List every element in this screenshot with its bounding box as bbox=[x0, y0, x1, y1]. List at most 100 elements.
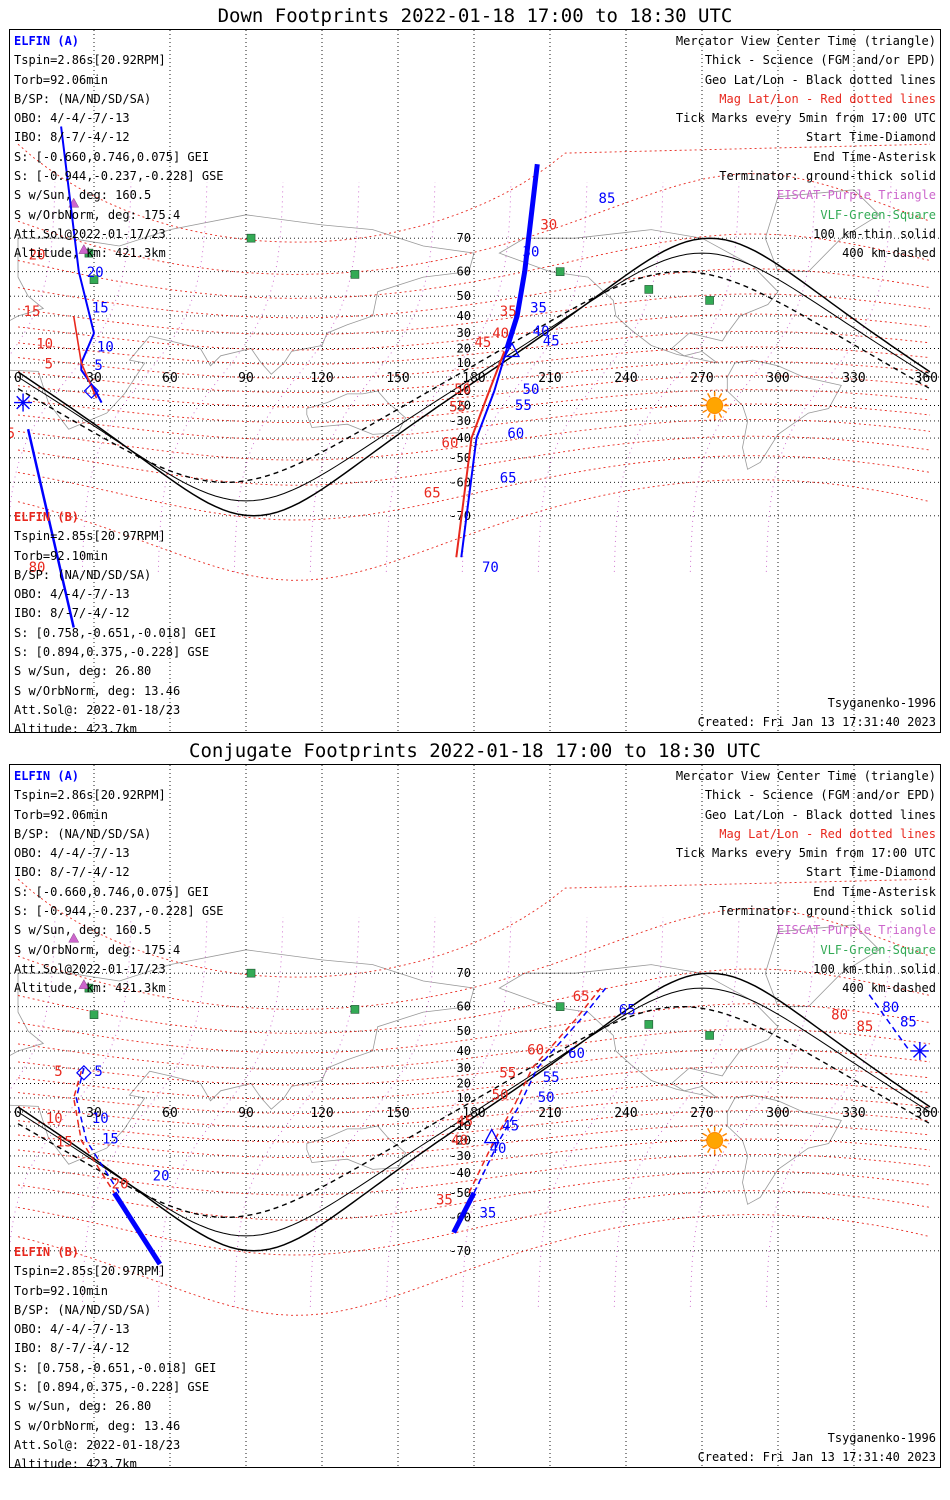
lon-tick-label: 150 bbox=[386, 1106, 409, 1121]
elfin-a-line: OBO: 4/-4/-7/-13 bbox=[14, 846, 130, 861]
continent-outline bbox=[764, 189, 880, 272]
elfin-b-title: ELFIN (B) bbox=[14, 510, 80, 524]
continent-outline bbox=[726, 359, 842, 470]
vlf-square-icon bbox=[246, 968, 256, 978]
elfin-b-tick-label: 60 bbox=[442, 436, 459, 452]
elfin-tracks bbox=[72, 987, 911, 1266]
elfin-a-tick-label: 65 bbox=[619, 1003, 636, 1019]
elfin-a-tick-label: 55 bbox=[543, 1070, 560, 1086]
lat-tick-label: 20 bbox=[457, 341, 471, 355]
elfin-a-tick-label: 10 bbox=[97, 339, 114, 355]
elfin-a-track bbox=[460, 348, 508, 558]
elfin-b-tick-label: 10 bbox=[36, 336, 53, 352]
elfin-a-line: Altitude, km: 421.3km bbox=[14, 981, 166, 996]
mag-lon-curve bbox=[81, 917, 208, 1307]
model-label: Tsyganenko-1996 bbox=[827, 696, 936, 710]
elfin-b-track bbox=[72, 315, 98, 399]
map-panel-conjugate: 0 30 60 90 120 150 180 210 240 270 300 330 360 70 60 50… bbox=[9, 764, 941, 1468]
lat-tick-label: -30 bbox=[449, 414, 471, 428]
elfin-b-tick-label: 40 bbox=[492, 326, 509, 342]
vlf-square-icon bbox=[350, 1005, 360, 1014]
continent-outline bbox=[10, 949, 475, 1165]
lon-tick-label: 90 bbox=[238, 371, 254, 386]
elfin-a-track bbox=[868, 994, 911, 1052]
elfin-a-track-science bbox=[451, 1191, 477, 1234]
mag-lon-curve bbox=[689, 182, 816, 572]
elfin-a-line: IBO: 8/-7/-4/-12 bbox=[14, 130, 130, 145]
elfin-a-track bbox=[75, 1067, 120, 1194]
sun-ray bbox=[718, 1128, 723, 1134]
mag-lon-curve bbox=[10, 182, 132, 512]
start-diamond-icon bbox=[76, 1064, 92, 1081]
legend-entry: Mercator View Center Time (triangle) bbox=[675, 769, 936, 783]
lon-tick-label: 300 bbox=[766, 371, 789, 386]
continent-outline bbox=[306, 390, 407, 435]
legend-entry: Tick Marks every 5min from 17:00 UTC bbox=[675, 846, 936, 861]
elfin-a-line: Tspin=2.86s[20.92RPM] bbox=[14, 53, 166, 68]
elfin-b-line: Altitude: 423.7km bbox=[14, 1457, 137, 1468]
elfin-b-title: ELFIN (B) bbox=[14, 1245, 80, 1259]
elfin-b-tick-label: 65 bbox=[424, 486, 441, 502]
elfin-b-line: Torb=92.10min bbox=[14, 1283, 108, 1298]
legend-entry: Start Time-Diamond bbox=[805, 865, 936, 880]
lon-tick-label: 270 bbox=[690, 371, 713, 386]
elfin-b-tick-label: 55 bbox=[449, 400, 466, 416]
vlf-square-icon bbox=[644, 1020, 654, 1029]
elfin-a-tick-label: 30 bbox=[523, 244, 540, 260]
elfin-b-line: S w/Sun, deg: 26.80 bbox=[14, 1399, 152, 1414]
elfin-b-tick-label: 35 bbox=[436, 1192, 453, 1208]
created-label: Created: Fri Jan 13 17:31:40 2023 bbox=[697, 1450, 936, 1464]
lon-tick-label: 180 bbox=[462, 371, 485, 386]
elfin-a-title: ELFIN (A) bbox=[14, 769, 80, 783]
terminator-400km bbox=[17, 1006, 931, 1218]
mag-lon-curve bbox=[461, 182, 588, 572]
elfin-a-tick-label: 15 bbox=[92, 300, 109, 316]
mag-lat-curve bbox=[17, 143, 931, 243]
elfin-b-tick-label: 45 bbox=[474, 335, 491, 351]
terminator-100km bbox=[17, 252, 931, 502]
lon-tick-label: 270 bbox=[690, 1106, 713, 1121]
legend-entry: Terminator: ground-thick solid bbox=[719, 169, 936, 184]
elfin-b-tick-label: 35 bbox=[500, 304, 517, 320]
legend-entry: Mercator View Center Time (triangle) bbox=[675, 34, 936, 48]
mag-lon-curve bbox=[689, 917, 816, 1307]
lat-tick-label: -20 bbox=[449, 399, 471, 413]
elfin-a-tick-label: 45 bbox=[543, 333, 560, 349]
sun-ray bbox=[707, 1128, 711, 1134]
mag-lat-curve bbox=[17, 1190, 931, 1256]
sun-ray bbox=[707, 412, 711, 419]
vlf-square-icon bbox=[350, 270, 360, 279]
mag-grid bbox=[10, 878, 931, 1316]
elfin-b-line: Att.Sol@: 2022-01-18/23 bbox=[14, 702, 181, 717]
vlf-square-icon bbox=[555, 1002, 565, 1011]
mag-lon-curve bbox=[81, 182, 208, 572]
elfin-b-tick-label: 20 bbox=[29, 248, 46, 264]
elfin-b-line: OBO: 4/-4/-7/-13 bbox=[14, 587, 130, 602]
elfin-b-tick-label: 5 bbox=[45, 357, 53, 373]
lat-tick-label: 30 bbox=[457, 1061, 471, 1075]
elfin-a-line: S w/OrbNorm, deg: 175.4 bbox=[14, 207, 181, 222]
elfin-a-tick-label: 20 bbox=[153, 1169, 170, 1185]
center-time-triangle-icon bbox=[483, 1128, 500, 1144]
sun-ray bbox=[722, 1132, 728, 1137]
mag-lon-curve bbox=[385, 182, 512, 572]
elfin-a-tick-label: 15 bbox=[102, 1132, 119, 1148]
lat-tick-label: 50 bbox=[457, 1024, 471, 1038]
legend-entry: EISCAT-Purple Triangle bbox=[777, 188, 936, 203]
elfin-b-tick-label: 60 bbox=[527, 1043, 544, 1059]
elfin-a-tick-label: 60 bbox=[507, 426, 524, 442]
elfin-a-tick-label: 85 bbox=[900, 1015, 917, 1031]
lon-tick-label: 0 bbox=[14, 371, 22, 386]
elfin-a-line: Att.Sol@2022-01-17/23 bbox=[14, 226, 166, 241]
mag-lat-curve bbox=[17, 1170, 931, 1221]
sun-disc bbox=[706, 397, 724, 415]
continent-outline bbox=[764, 924, 880, 1007]
sun-ray bbox=[718, 393, 723, 399]
sun-ray bbox=[707, 393, 711, 399]
lon-tick-label: 30 bbox=[86, 1106, 102, 1121]
elfin-a-tick-label: 60 bbox=[568, 1046, 585, 1062]
elfin-a-tick-label: 70 bbox=[482, 560, 499, 576]
sun-ray bbox=[722, 397, 728, 402]
elfin-b-track bbox=[455, 351, 506, 558]
elfin-b-track bbox=[72, 1070, 115, 1194]
